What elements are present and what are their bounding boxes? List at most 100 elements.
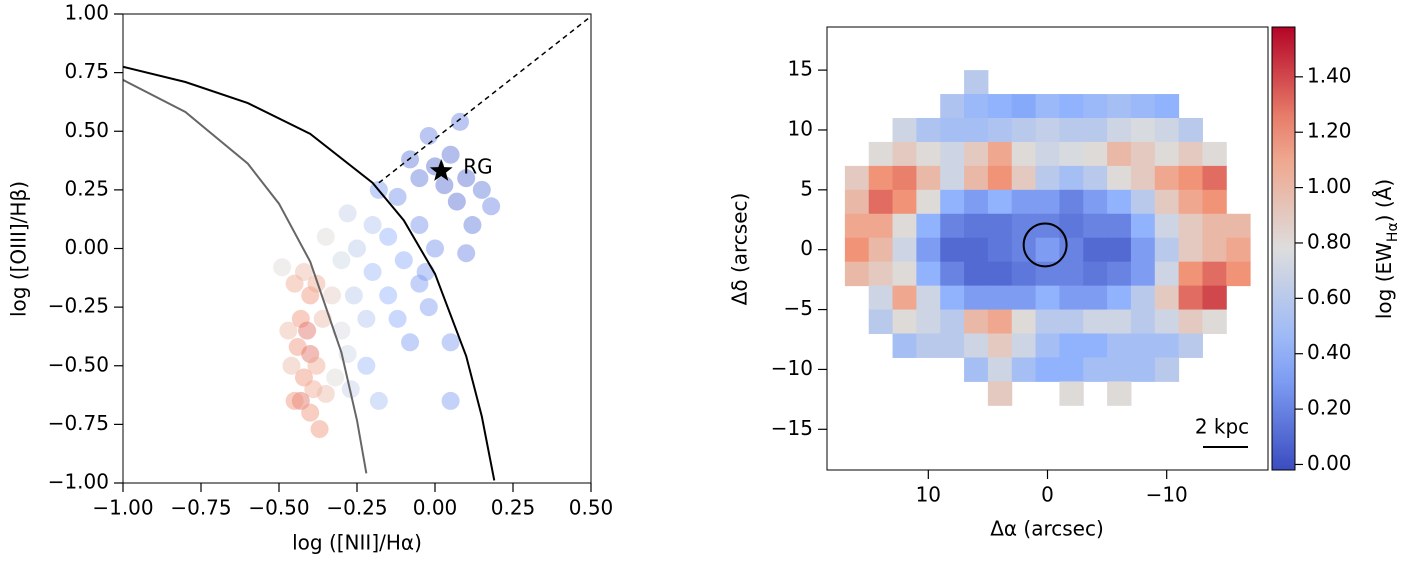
- map-cell: [964, 141, 989, 167]
- x-tick-label: −0.75: [170, 496, 231, 520]
- colorbar: [1271, 26, 1296, 471]
- map-cell: [964, 333, 989, 358]
- map-cell: [964, 309, 989, 335]
- map-cell: [940, 117, 965, 143]
- point: [441, 333, 460, 352]
- point: [410, 274, 429, 293]
- map-cell: [916, 237, 941, 263]
- map-cell: [916, 141, 941, 167]
- y-tick-label: 0: [800, 236, 813, 260]
- map-cell: [892, 237, 917, 263]
- map-cell: [1178, 237, 1203, 263]
- point: [273, 258, 292, 277]
- map-cell: [1059, 381, 1084, 406]
- map-cell: [1130, 94, 1156, 119]
- map-cell: [1083, 333, 1108, 358]
- map-cell: [1154, 333, 1180, 358]
- map-cell: [1178, 165, 1203, 191]
- map-cell: [1178, 309, 1203, 335]
- map-cell: [1059, 117, 1084, 143]
- x-tick-label: 0.00: [413, 496, 458, 520]
- map-cell: [940, 141, 965, 167]
- map-cell: [1011, 117, 1037, 143]
- map-cell: [844, 189, 870, 215]
- point: [410, 216, 429, 235]
- point: [285, 274, 304, 293]
- map-cell: [964, 94, 989, 119]
- map-cell: [916, 189, 941, 215]
- map-cell: [1130, 165, 1156, 191]
- point: [379, 286, 398, 305]
- y-tick-label: 0.50: [64, 118, 109, 142]
- map-cell: [1202, 261, 1227, 287]
- map-cell: [964, 117, 989, 143]
- map-cell: [1011, 285, 1037, 311]
- map-cell: [1107, 357, 1132, 382]
- point: [363, 216, 382, 235]
- map-cell: [1130, 213, 1156, 239]
- map-cell: [1154, 285, 1180, 311]
- map-cell: [1083, 141, 1108, 167]
- map-cell: [987, 165, 1013, 191]
- map-cell: [892, 309, 917, 335]
- colorbar-tick-label: 1.00: [1307, 174, 1352, 198]
- point: [344, 286, 363, 305]
- map-cell: [1107, 165, 1132, 191]
- map-cell: [987, 285, 1013, 311]
- map-cell: [1154, 213, 1180, 239]
- colorbar-tick-label: 0.60: [1307, 285, 1352, 309]
- map-cell: [1178, 117, 1203, 143]
- y-tick-label: −5: [784, 296, 813, 320]
- point: [450, 112, 469, 131]
- map-cell: [940, 285, 965, 311]
- map-cell: [892, 189, 917, 215]
- map-cell: [1107, 261, 1132, 287]
- annotation: RG: [463, 155, 492, 179]
- map-cell: [916, 117, 941, 143]
- map-cell: [1059, 285, 1084, 311]
- point: [288, 337, 307, 356]
- map-cell: [1107, 213, 1132, 239]
- map-cell: [868, 237, 894, 263]
- map-cell: [1154, 165, 1180, 191]
- point: [388, 187, 407, 206]
- x-tick-label: −10: [1146, 483, 1188, 507]
- point: [338, 204, 357, 223]
- map-cell: [868, 285, 894, 311]
- map-cell: [1011, 309, 1037, 335]
- point: [316, 227, 335, 246]
- map-cell: [1059, 165, 1084, 191]
- frame: [826, 26, 1269, 471]
- bpt-panel: −1.00 −0.75 −0.50 −0.25 0.00 0.25 0.50 −1.00 −0.…: [48, 1, 614, 520]
- map-cell: [987, 189, 1013, 215]
- y-tick-label: 0.25: [64, 176, 109, 200]
- point: [463, 216, 482, 235]
- map-cell: [868, 165, 894, 191]
- map-cell: [1154, 141, 1180, 167]
- colorbar-label: log (EWHα) (Å): [1372, 179, 1402, 319]
- point: [435, 176, 454, 195]
- map-cell: [1202, 189, 1227, 215]
- map-cell: [1107, 117, 1132, 143]
- map-cell: [1083, 165, 1108, 191]
- point: [304, 380, 323, 399]
- map-cell: [1035, 117, 1060, 143]
- map-cell: [1059, 141, 1084, 167]
- map-cell: [1035, 309, 1060, 335]
- map-cell: [1130, 189, 1156, 215]
- y-tick-label: −0.50: [48, 352, 109, 376]
- map-cell: [1083, 117, 1108, 143]
- point: [332, 251, 351, 270]
- point: [419, 126, 438, 145]
- y-tick-label: 15: [788, 57, 813, 81]
- colorbar-tick-label: 0.40: [1307, 340, 1352, 364]
- map-cell: [1059, 261, 1084, 287]
- y-axis-label: log ([OIII]/Hβ): [7, 181, 31, 317]
- map-cell: [1083, 357, 1108, 382]
- map-cell: [868, 213, 894, 239]
- map-cell: [964, 261, 989, 287]
- point: [348, 239, 366, 258]
- point: [401, 333, 420, 352]
- point: [279, 321, 298, 340]
